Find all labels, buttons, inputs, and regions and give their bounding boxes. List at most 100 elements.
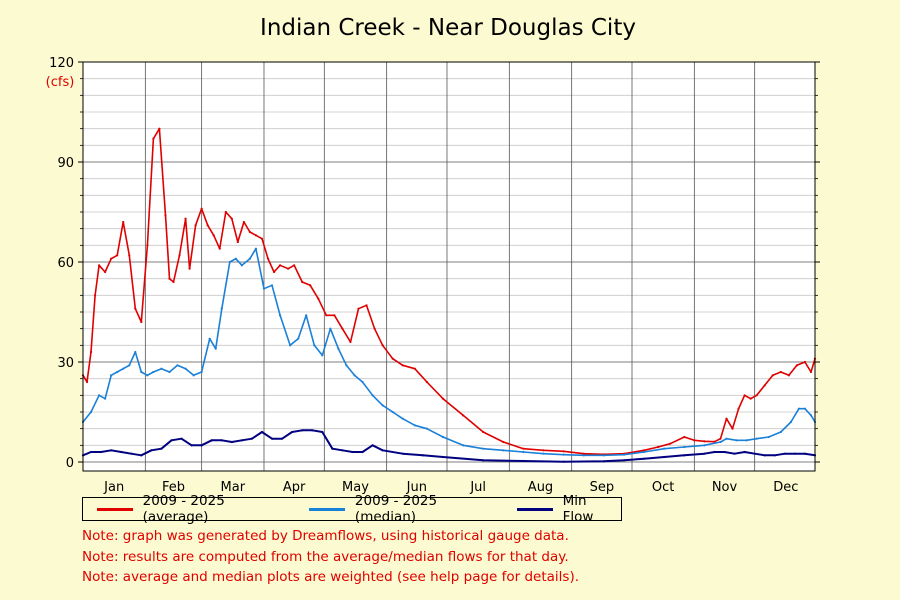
y-tick-label: 90 [57,156,74,171]
data-point-0 [224,210,227,214]
data-point-0 [349,340,352,344]
data-point-0 [146,244,149,247]
data-point-1 [542,452,545,455]
legend-label-average: 2009 - 2025 (average) [142,493,225,525]
plot-frame [82,61,816,472]
data-point-1 [278,314,282,317]
data-point-1 [234,257,237,260]
data-point-0 [657,445,660,449]
data-point-0 [703,440,706,443]
data-point-2 [180,437,183,440]
data-point-1 [321,354,324,357]
grid [83,61,815,471]
series-layer [81,127,817,463]
x-tick-label: May [342,480,369,495]
data-point-2 [361,450,364,454]
data-point-2 [341,449,344,452]
data-point-1 [313,344,316,347]
data-point-1 [441,435,445,439]
data-point-0 [325,314,328,317]
data-point-0 [212,234,215,237]
data-point-0 [341,327,344,330]
x-tick-label: Dec [773,480,798,495]
data-point-0 [188,267,191,270]
legend: 2009 - 2025 (average) 2009 - 2025 (media… [82,493,622,525]
data-point-1 [522,450,525,454]
data-point-1 [337,347,340,350]
data-point-1 [719,440,722,444]
data-point-0 [158,127,161,130]
data-point-1 [663,447,666,450]
data-point-1 [797,407,801,410]
data-point-2 [110,449,113,452]
data-point-2 [602,460,605,463]
data-point-1 [110,374,113,377]
data-point-0 [260,237,264,240]
data-point-0 [309,284,312,287]
data-point-0 [542,449,545,452]
data-point-0 [230,217,233,220]
legend-item-min-flow: Min Flow [516,493,621,525]
data-point-1 [345,364,348,367]
data-point-0 [333,314,336,317]
data-point-0 [522,447,525,450]
data-point-1 [602,454,605,457]
x-tick-label: Jun [406,480,427,495]
y-tick-label: 60 [57,256,74,271]
data-point-2 [622,459,626,462]
data-point-1 [116,370,119,374]
data-point-2 [230,440,233,444]
data-point-0 [116,254,119,257]
data-point-1 [128,364,131,367]
data-point-0 [218,247,221,250]
series-line-2 [82,429,816,463]
data-point-2 [401,452,404,455]
data-point-2 [270,437,274,440]
data-point-1 [220,307,223,310]
data-point-2 [301,429,304,432]
data-point-2 [99,450,103,454]
data-point-0 [104,270,107,274]
data-point-2 [381,449,384,452]
legend-item-median: 2009 - 2025 (median) [309,493,501,525]
data-point-0 [725,417,728,420]
data-point-1 [297,337,300,340]
data-point-2 [421,454,424,457]
data-point-1 [767,435,770,439]
plot-area [83,62,815,471]
y-tick-label: 0 [66,456,74,471]
data-point-2 [482,459,485,462]
x-tick-label: Sep [590,480,615,495]
data-point-2 [783,452,786,455]
legend-label-median: 2009 - 2025 (median) [354,493,438,525]
data-point-0 [755,394,758,397]
data-point-1 [134,350,137,354]
data-point-2 [683,454,686,457]
data-point-1 [371,394,374,397]
data-point-2 [250,437,254,440]
data-point-0 [713,440,716,443]
data-point-0 [787,374,790,377]
data-point-0 [287,267,290,270]
data-point-2 [190,444,193,447]
data-point-0 [184,217,187,220]
data-point-2 [663,455,666,459]
data-point-1 [305,314,308,317]
legend-swatch-min-flow [516,507,553,511]
data-point-0 [242,220,245,224]
data-point-1 [725,437,728,440]
data-point-1 [240,264,243,267]
data-point-0 [693,439,696,442]
data-point-1 [425,427,428,430]
x-tick-label: Apr [283,480,306,495]
data-point-0 [152,137,155,140]
data-point-1 [502,449,505,452]
data-point-0 [236,240,239,244]
data-point-2 [220,439,223,442]
data-point-1 [89,410,93,414]
data-point-0 [683,435,686,439]
data-point-0 [803,360,807,364]
legend-swatch-median [309,507,345,511]
data-point-2 [130,452,133,455]
data-point-0 [128,254,131,257]
